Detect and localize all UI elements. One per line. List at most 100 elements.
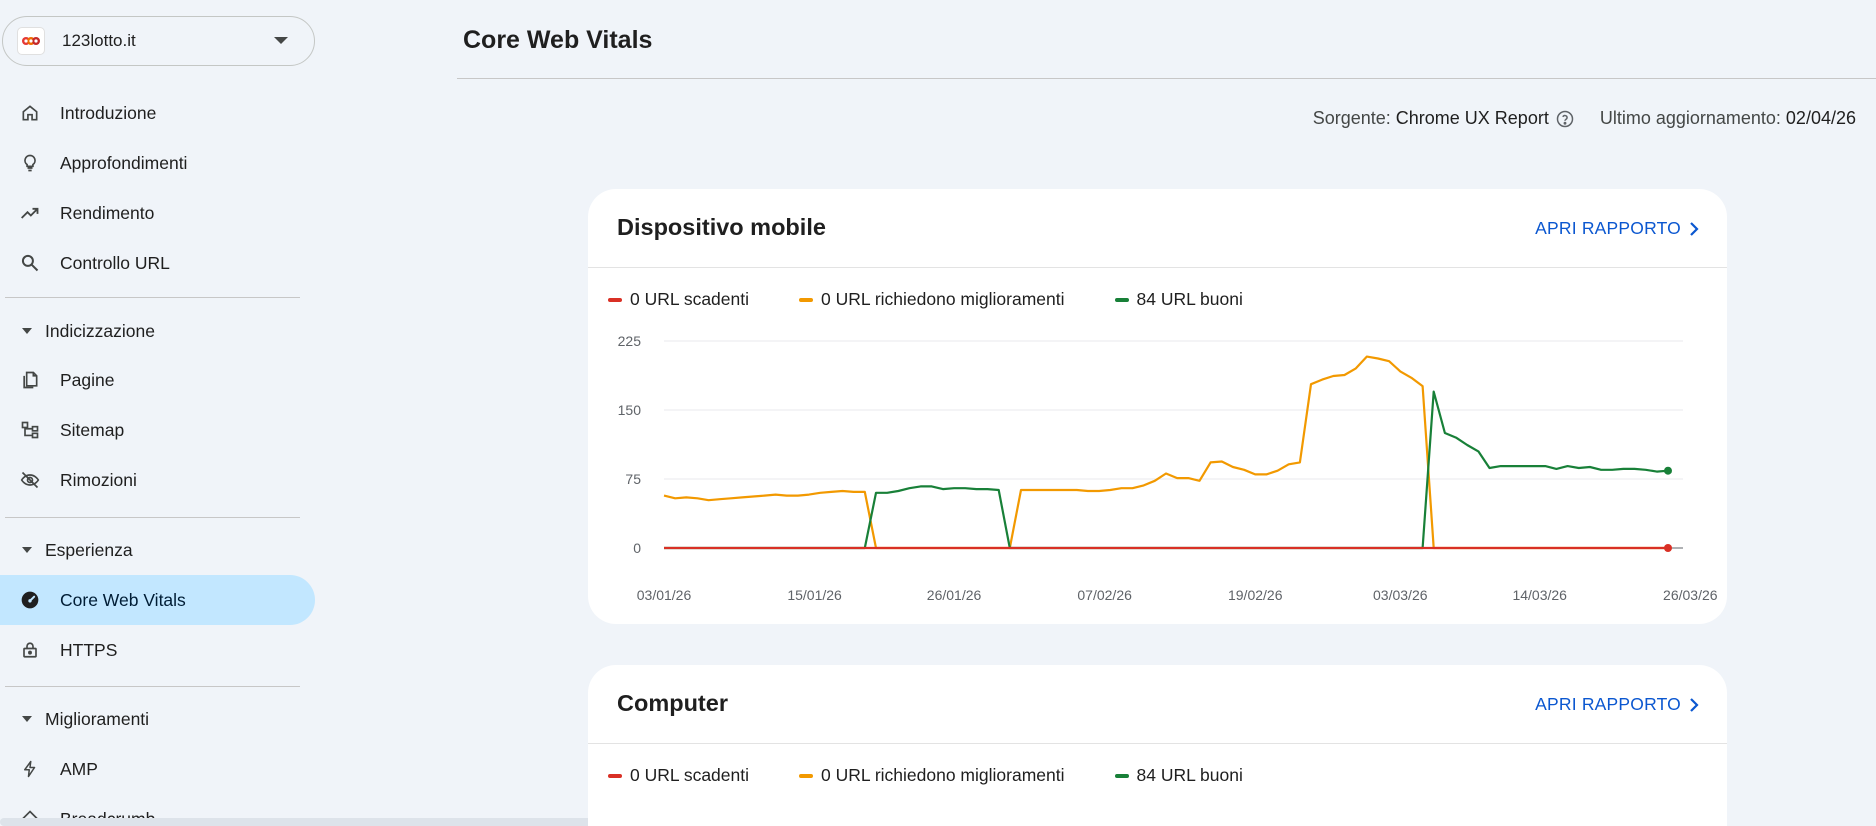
- section-label: Indicizzazione: [45, 320, 155, 341]
- site-favicon-icon: [17, 27, 45, 55]
- speed-gauge-icon: [18, 588, 42, 612]
- updated-value: 02/04/26: [1785, 108, 1856, 128]
- series-endpoint-poor[interactable]: [1664, 544, 1672, 552]
- sitemap-icon: [18, 418, 42, 442]
- series-line-needs-improvement[interactable]: [663, 355, 1668, 550]
- eye-off-icon: [18, 468, 42, 492]
- mobile-card: Dispositivo mobile APRI RAPPORTO 0 URL s…: [588, 189, 1727, 624]
- property-name: 123lotto.it: [62, 31, 136, 50]
- property-selector[interactable]: 123lotto.it: [2, 16, 315, 66]
- nav-https[interactable]: HTTPS: [0, 625, 315, 675]
- x-tick-label: 14/03/26: [1512, 587, 1567, 603]
- card-title: Dispositivo mobile: [617, 214, 826, 240]
- x-tick-label: 03/01/26: [637, 587, 692, 603]
- y-tick-label: 75: [625, 471, 641, 487]
- collapse-arrow-icon: [22, 328, 32, 334]
- nav-approfondimenti[interactable]: Approfondimenti: [0, 138, 315, 188]
- nav-pagine[interactable]: Pagine: [0, 355, 315, 405]
- chart-legend: 0 URL scadenti 0 URL richiedono migliora…: [608, 289, 1293, 310]
- nav-divider: [5, 686, 300, 687]
- source-value: Chrome UX Report: [1395, 108, 1549, 128]
- mobile-cwv-chart[interactable]: 0 75 150 225 03/01/26 15/01/26 26/01/26 07/02/2…: [588, 334, 1727, 614]
- x-tick-label: 26/03/26: [1663, 587, 1718, 603]
- legend-item-poor[interactable]: 0 URL scadenti: [608, 765, 749, 786]
- legend-label: 0 URL scadenti: [630, 289, 749, 309]
- open-report-label: APRI RAPPORTO: [1535, 694, 1681, 714]
- chevron-right-icon: [1690, 697, 1699, 712]
- section-label: Miglioramenti: [45, 708, 150, 729]
- legend-swatch-good: [1114, 773, 1129, 778]
- y-tick-label: 0: [633, 540, 641, 556]
- chevron-right-icon: [1690, 221, 1699, 236]
- nav-rendimento[interactable]: Rendimento: [0, 188, 315, 238]
- nav-label: Core Web Vitals: [60, 589, 186, 610]
- nav-label: Approfondimenti: [60, 152, 188, 173]
- series-line-good[interactable]: [664, 390, 1669, 550]
- nav-divider: [5, 517, 300, 518]
- legend-label: 0 URL richiedono miglioramenti: [821, 289, 1065, 309]
- section-esperienza[interactable]: Esperienza: [0, 530, 315, 570]
- help-icon[interactable]: [1556, 110, 1574, 128]
- nav-controllo-url[interactable]: Controllo URL: [0, 238, 315, 288]
- desktop-card: Computer APRI RAPPORTO 0 URL scadenti 0 …: [588, 665, 1727, 826]
- sidebar: 123lotto.it Introduzione Approfondimenti…: [0, 0, 787, 826]
- legend-label: 0 URL scadenti: [630, 765, 749, 785]
- nav-sitemap[interactable]: Sitemap: [0, 405, 315, 455]
- nav-label: Controllo URL: [60, 252, 170, 273]
- y-tick-label: 150: [618, 402, 642, 418]
- lock-icon: [18, 638, 42, 662]
- nav-label: AMP: [60, 758, 98, 779]
- bolt-icon: [18, 757, 42, 781]
- legend-swatch-poor: [608, 297, 622, 302]
- legend-item-poor[interactable]: 0 URL scadenti: [608, 289, 749, 310]
- nav-label: Introduzione: [60, 102, 157, 123]
- trending-up-icon: [18, 201, 42, 225]
- legend-label: 84 URL buoni: [1136, 289, 1243, 309]
- card-divider: [588, 267, 1727, 268]
- legend-label: 0 URL richiedono miglioramenti: [821, 765, 1065, 785]
- section-label: Esperienza: [45, 539, 133, 560]
- nav-core-web-vitals[interactable]: Core Web Vitals: [0, 575, 315, 625]
- legend-label: 84 URL buoni: [1136, 765, 1243, 785]
- nav-label: Rendimento: [60, 202, 155, 223]
- legend-swatch-good: [1114, 297, 1129, 302]
- chart-legend: 0 URL scadenti 0 URL richiedono migliora…: [608, 765, 1293, 786]
- nav-label: HTTPS: [60, 639, 118, 660]
- x-tick-label: 26/01/26: [927, 587, 982, 603]
- collapse-arrow-icon: [22, 547, 32, 553]
- y-tick-label: 225: [618, 334, 642, 349]
- x-tick-label: 15/01/26: [787, 587, 842, 603]
- page-title: Core Web Vitals: [463, 26, 653, 54]
- nav-label: Pagine: [60, 369, 115, 390]
- series-endpoint-good[interactable]: [1664, 466, 1672, 475]
- legend-item-good[interactable]: 84 URL buoni: [1114, 289, 1243, 310]
- nav-rimozioni[interactable]: Rimozioni: [0, 455, 315, 505]
- x-tick-label: 07/02/26: [1077, 587, 1132, 603]
- source-label: Sorgente:: [1312, 108, 1391, 128]
- open-report-label: APRI RAPPORTO: [1535, 218, 1681, 238]
- legend-item-good[interactable]: 84 URL buoni: [1114, 765, 1243, 786]
- x-tick-label: 03/03/26: [1373, 587, 1428, 603]
- header-divider: [457, 78, 1876, 79]
- nav-divider: [5, 297, 300, 298]
- report-meta: Sorgente: Chrome UX Report Ultimo aggior…: [1313, 108, 1856, 129]
- open-report-link[interactable]: APRI RAPPORTO: [1535, 694, 1699, 715]
- section-miglioramenti[interactable]: Miglioramenti: [0, 699, 315, 739]
- nav-amp[interactable]: AMP: [0, 744, 315, 794]
- nav-introduzione[interactable]: Introduzione: [0, 88, 315, 138]
- legend-swatch-needs-improvement: [799, 297, 813, 302]
- section-indicizzazione[interactable]: Indicizzazione: [0, 311, 315, 351]
- updated-label: Ultimo aggiornamento:: [1599, 108, 1781, 128]
- legend-item-needs-improvement[interactable]: 0 URL richiedono miglioramenti: [799, 765, 1065, 786]
- lightbulb-icon: [18, 151, 42, 175]
- dropdown-arrow-icon: [274, 37, 288, 44]
- card-title: Computer: [617, 690, 728, 716]
- card-divider: [588, 743, 1727, 744]
- horizontal-scrollbar[interactable]: [0, 818, 787, 826]
- nav-label: Sitemap: [60, 419, 125, 440]
- open-report-link[interactable]: APRI RAPPORTO: [1535, 218, 1699, 239]
- collapse-arrow-icon: [22, 716, 32, 722]
- legend-item-needs-improvement[interactable]: 0 URL richiedono miglioramenti: [799, 289, 1065, 310]
- home-icon: [18, 101, 42, 125]
- search-icon: [18, 251, 42, 275]
